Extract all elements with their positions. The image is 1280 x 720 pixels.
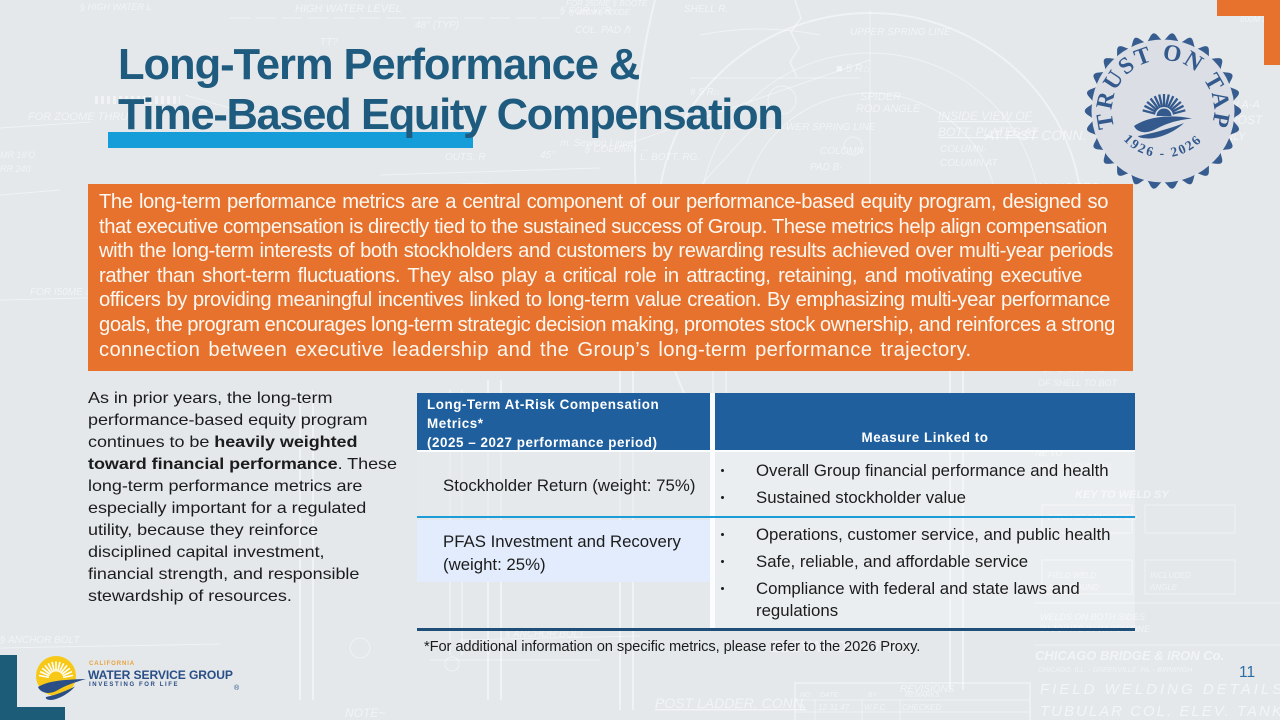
svg-text:REMARKS: REMARKS [905,692,940,699]
svg-text:§ 600M § 500DE: § 600M § 500DE [569,8,631,17]
svg-text:POST LADDER. CONN.: POST LADDER. CONN. [655,695,807,711]
svg-text:CHICAGO BRIDGE & IRON Co.: CHICAGO BRIDGE & IRON Co. [1035,648,1224,663]
svg-text:FIELD WELD: FIELD WELD [1048,571,1096,580]
svg-text:WELDS ON BOTH SIDES: WELDS ON BOTH SIDES [1040,612,1145,622]
svg-text:NOTE~: NOTE~ [345,706,385,720]
svg-text:ELEVATION • TANK: ELEVATION • TANK [770,639,915,656]
svg-text:RR 240: RR 240 [0,164,31,174]
svg-text:12.31.47: 12.31.47 [818,703,850,712]
svg-text:COLUMN·: COLUMN· [940,144,987,155]
svg-text:NO.: NO. [800,692,813,699]
svg-text:INSIDE VIEW OF: INSIDE VIEW OF [938,109,1033,123]
svg-text:§ COLUMN →: § COLUMN → [584,144,649,155]
svg-text:ALL AROUND: ALL AROUND [1047,583,1099,592]
svg-text:L. BOTT. RG.: L. BOTT. RG. [640,152,700,163]
svg-text:NE TO: NE TO [1035,448,1062,458]
svg-text:INCLUDED: INCLUDED [1150,571,1191,580]
svg-text:HIGH WATER LEVEL: HIGH WATER LEVEL [295,3,402,15]
svg-text:# 5 R⌂: # 5 R⌂ [690,87,720,98]
svg-text:SHELL R.: SHELL R. [684,4,728,15]
svg-text:SPIDER: SPIDER [860,91,901,103]
svg-text:COLUMN AT: COLUMN AT [940,158,999,169]
svg-text:W.F.C: W.F.C [864,703,886,712]
svg-text:FIELD WELDING DETAILS ..: FIELD WELDING DETAILS .. [1040,681,1280,698]
svg-text:TUBULAR COL. ELEV. TANK: TUBULAR COL. ELEV. TANK [1040,703,1280,720]
svg-text:UPPER SPRING LINE: UPPER SPRING LINE [850,27,951,38]
svg-text:WER SPRING LINE: WER SPRING LINE [786,122,876,133]
svg-text:■ 5 R⌂: ■ 5 R⌂ [836,63,869,75]
svg-text:AT P⹀ST CONN.: AT P⹀ST CONN. [984,127,1086,143]
svg-text:§ ANCHOR BOLT: § ANCHOR BOLT [0,635,80,646]
svg-text:REVISIONS: REVISIONS [900,684,955,695]
svg-text:DATE: DATE [820,692,838,699]
svg-text:48° (TYP): 48° (TYP) [415,20,459,31]
svg-text:ROD ANGLE: ROD ANGLE [856,103,921,115]
svg-text:WATER LEVEL AS: WATER LEVEL AS [1035,462,1111,472]
svg-text:600M 200E: 600M 200E [1240,15,1280,24]
svg-text:TT?: TT? [320,37,338,48]
svg-text:45°: 45° [540,150,555,161]
svg-text:COL. PAD ℏ: COL. PAD ℏ [575,25,631,36]
svg-text:MR 18'O: MR 18'O [0,150,35,160]
svg-text:COLOMN·: COLOMN· [820,146,867,157]
svg-text:CHECKED: CHECKED [902,703,941,712]
svg-text:BOTT. PLATES AT: BOTT. PLATES AT [938,125,1040,139]
svg-text:FOR ZOOME THRU: FOR ZOOME THRU [28,111,128,123]
svg-text:CHICAGO, ILL. - GREENVILLE, PA: CHICAGO, ILL. - GREENVILLE, PA. - BIRMIN… [1038,667,1193,674]
svg-text:§ ANCHOR BOLT: § ANCHOR BOLT [504,629,585,640]
svg-text:§ FOR ¼"R: § FOR ¼"R [559,5,611,17]
svg-text:m. Sewing Lines: m. Sewing Lines [560,138,633,149]
svg-text:8: 8 [800,703,805,712]
svg-text:OUTS. R: OUTS. R [445,152,486,163]
svg-text:BY: BY [868,692,879,699]
svg-text:§ HIGH WATER L: § HIGH WATER L [79,2,152,12]
svg-text:FOR 250ME § BOOTE: FOR 250ME § BOOTE [566,0,648,8]
svg-text:ANGLE: ANGLE [1149,583,1178,592]
svg-text:PAD B·: PAD B· [810,162,843,173]
svg-text:OF SHELL TO BOT: OF SHELL TO BOT [1038,378,1119,388]
svg-text:KEY TO WELD SY: KEY TO WELD SY [1075,489,1170,501]
